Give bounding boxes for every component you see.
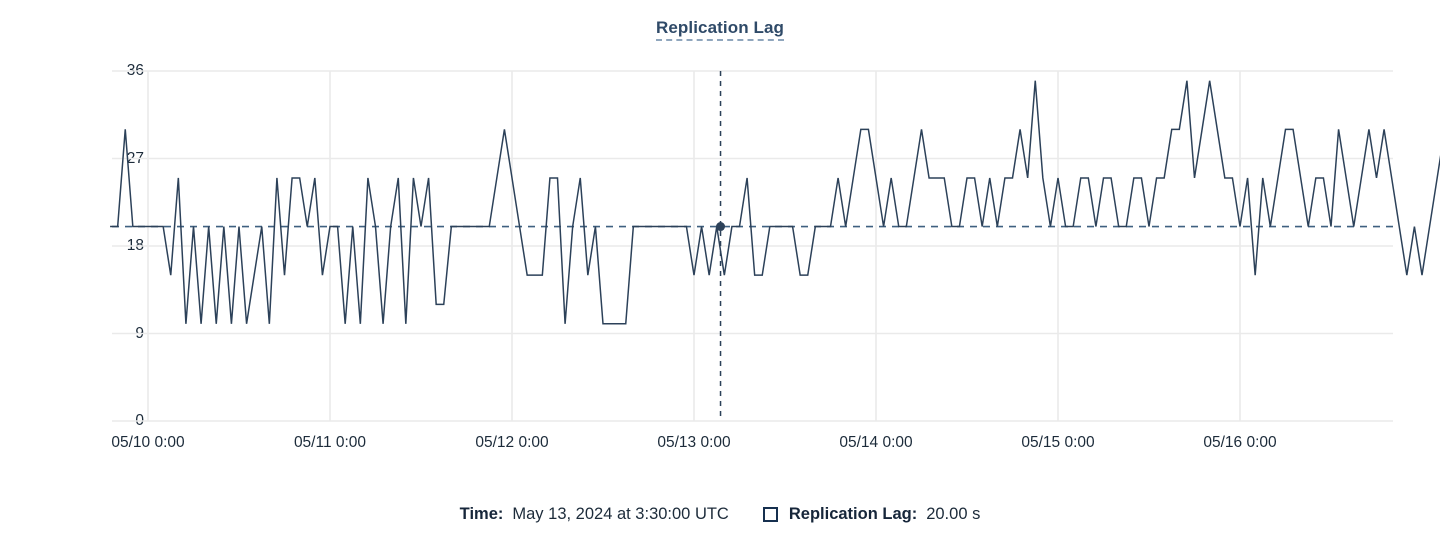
series-line-replication-lag[interactable] <box>110 80 1440 325</box>
footer-series-value: 20.00 s <box>926 505 981 523</box>
x-tick-label: 05/15 0:00 <box>1021 434 1095 451</box>
legend-swatch-icon[interactable] <box>762 507 778 522</box>
x-tick-label: 05/16 0:00 <box>1203 434 1277 451</box>
plot-canvas[interactable] <box>110 70 1440 422</box>
x-tick-label: 05/10 0:00 <box>111 434 185 451</box>
vertical-gridlines <box>147 71 1241 421</box>
x-tick-label: 05/13 0:00 <box>657 434 731 451</box>
x-tick-label: 05/11 0:00 <box>293 434 367 451</box>
footer-time: Time: May 13, 2024 at 3:30:00 UTC <box>460 505 729 524</box>
footer-time-label: Time: <box>459 505 504 523</box>
plot-area[interactable] <box>110 70 1440 422</box>
x-tick-label: 05/12 0:00 <box>475 434 549 451</box>
footer-series-label: Replication Lag: <box>788 505 918 523</box>
chart-title-text: Replication Lag <box>655 18 785 41</box>
horizontal-gridlines <box>112 70 1393 422</box>
y-axis-label: duration (s) <box>0 6 1 187</box>
chart-footer: Time: May 13, 2024 at 3:30:00 UTC Replic… <box>0 505 1440 524</box>
footer-time-value: May 13, 2024 at 3:30:00 UTC <box>512 505 729 523</box>
cursor-point-marker <box>716 222 726 232</box>
x-tick-label: 05/14 0:00 <box>839 434 913 451</box>
chart-title[interactable]: Replication Lag <box>0 18 1440 41</box>
footer-series[interactable]: Replication Lag: 20.00 s <box>762 505 981 524</box>
